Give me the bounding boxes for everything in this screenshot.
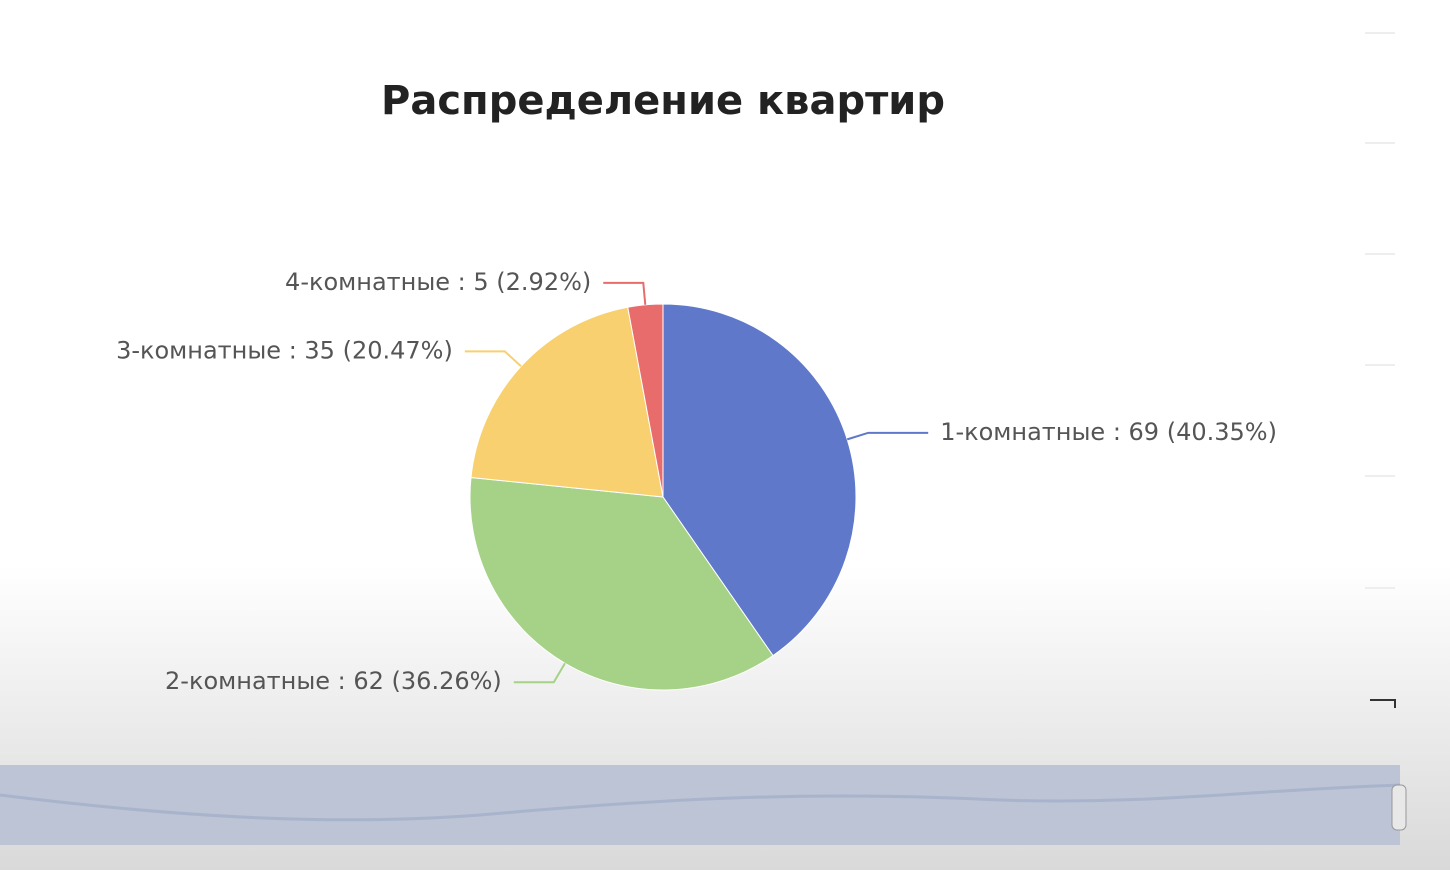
slice-label: 1-комнатные : 69 (40.35%) bbox=[940, 418, 1277, 446]
leader-line bbox=[846, 431, 929, 441]
chart-title: Распределение квартир bbox=[381, 78, 945, 124]
slice-label: 3-комнатные : 35 (20.47%) bbox=[116, 336, 453, 364]
right-ticks bbox=[1365, 32, 1395, 589]
corner-icon bbox=[1370, 699, 1396, 708]
zoom-preview bbox=[0, 783, 1401, 822]
leader-line bbox=[513, 662, 566, 684]
zoom-handle[interactable] bbox=[1391, 784, 1407, 831]
slice-label: 2-комнатные : 62 (36.26%) bbox=[165, 667, 502, 695]
slice-label: 4-комнатные : 5 (2.92%) bbox=[285, 268, 591, 296]
leader-line bbox=[603, 281, 647, 305]
leader-line bbox=[464, 350, 522, 368]
zoom-bar[interactable] bbox=[0, 765, 1400, 845]
pie-slice bbox=[662, 303, 857, 657]
